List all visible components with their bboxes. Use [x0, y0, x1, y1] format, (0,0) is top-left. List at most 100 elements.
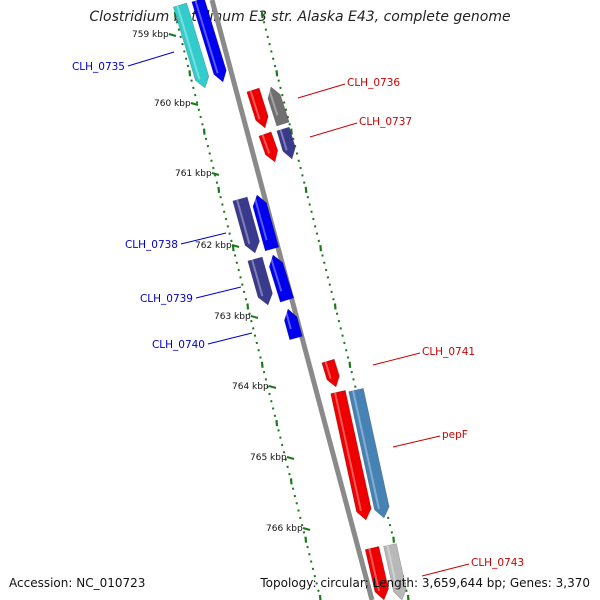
inner-tick: [186, 64, 190, 68]
outer-tick: [388, 523, 392, 527]
scale-tick: [168, 33, 177, 37]
inner-tick: [246, 303, 250, 310]
inner-tick: [304, 536, 308, 543]
inner-tick: [255, 341, 259, 345]
inner-tick: [192, 86, 195, 90]
gene-arrow-clh0743: [364, 546, 389, 600]
inner-tick: [221, 203, 224, 206]
outer-tick: [295, 152, 299, 155]
inner-tick: [250, 319, 253, 323]
outer-tick: [262, 21, 266, 24]
gene-leader-line: [421, 563, 470, 577]
outer-tick: [343, 341, 346, 345]
inner-tick: [306, 545, 309, 549]
inner-tick: [204, 137, 208, 141]
gene-leader-line: [392, 435, 441, 448]
gene-label: CLH_0743: [471, 557, 524, 569]
inner-tick: [212, 166, 215, 170]
gene-arrow-clh0737: [258, 131, 279, 163]
gene-arrow-pepf-highlight: [334, 392, 362, 512]
scale-label: 763 kbp: [214, 312, 251, 322]
gene-label: CLH_0738: [125, 239, 178, 251]
gene-arrow-clh0736: [246, 87, 269, 129]
outer-tick: [352, 378, 355, 381]
gene-arrow-clh0741: [321, 358, 340, 388]
gene-label: CLH_0739: [140, 293, 193, 305]
outer-tick: [406, 594, 410, 600]
scale-label: 761 kbp: [175, 169, 212, 179]
inner-tick: [297, 509, 300, 512]
outer-tick: [350, 370, 353, 374]
gene-arrow-blue-b: [252, 194, 280, 252]
inner-tick: [260, 361, 264, 368]
inner-tick-track: [173, 11, 322, 600]
scale-labels: 759 kbp 760 kbp 761 kbp 762 kbp 763 kbp 764 k…: [132, 30, 311, 534]
outer-tick: [297, 159, 300, 162]
outer-tick: [260, 11, 264, 19]
inner-tick: [257, 348, 260, 352]
inner-tick: [208, 152, 211, 155]
outer-tick: [303, 181, 306, 184]
outer-tick: [344, 348, 348, 352]
outer-tick: [354, 385, 357, 388]
outer-tick: [292, 137, 295, 141]
inner-tick: [309, 560, 313, 563]
inner-tick: [215, 181, 219, 184]
outer-tick: [328, 283, 331, 286]
inner-tick: [199, 115, 202, 119]
inner-tick: [295, 502, 298, 505]
inner-tick: [219, 195, 222, 199]
inner-tick: [308, 553, 311, 556]
inner-tick: [184, 57, 188, 60]
inner-tick: [284, 458, 288, 461]
inner-tick: [279, 436, 282, 439]
outer-tick: [306, 195, 310, 199]
inner-tick: [282, 451, 286, 454]
outer-tick: [293, 144, 297, 148]
inner-tick: [181, 42, 184, 46]
scale-tick: [211, 172, 220, 176]
outer-tick: [323, 261, 326, 265]
inner-tick: [264, 378, 268, 381]
outer-tick: [282, 101, 286, 104]
gene-leader-line: [195, 286, 242, 299]
inner-tick: [177, 28, 181, 31]
outer-tick: [333, 303, 337, 310]
outer-tick: [332, 297, 335, 301]
inner-tick: [311, 567, 315, 571]
gene-arrow-steel: [348, 388, 390, 519]
gene-label: CLH_0735: [72, 61, 125, 73]
outer-tick: [270, 50, 273, 53]
gene-leader-line: [297, 83, 346, 99]
gene-arrow-pepf: [330, 390, 372, 521]
gene-arrow-clh0743-highlight: [368, 548, 380, 592]
inner-tick: [268, 392, 271, 396]
gene-leader-line: [127, 51, 175, 67]
scale-label: 764 kbp: [232, 382, 269, 392]
gene-arrow-clh0739: [247, 256, 273, 306]
inner-tick: [242, 290, 246, 294]
outer-tick: [290, 128, 293, 135]
outer-tick: [284, 108, 288, 111]
outer-tick: [324, 268, 328, 272]
inner-tick: [288, 472, 291, 476]
inner-tick: [237, 268, 240, 272]
inner-tick: [286, 465, 289, 469]
gene-leader-line: [207, 332, 253, 345]
inner-tick: [293, 494, 297, 498]
outer-tick: [390, 531, 394, 534]
gene-arrow-lightgrey: [383, 543, 407, 600]
inner-tick: [226, 225, 230, 228]
inner-tick: [175, 21, 179, 24]
outer-tick: [277, 79, 280, 82]
inner-tick: [318, 594, 322, 600]
inner-tick: [183, 50, 186, 53]
gene-arrow-blue-c-highlight: [269, 255, 283, 292]
inner-tick: [266, 385, 269, 388]
gene-arrow-clh0740: [284, 308, 303, 341]
accession-text: Accession: NC_010723: [9, 576, 146, 590]
gene-arrow-clh0736-highlight: [249, 90, 261, 120]
outer-tick: [319, 245, 322, 252]
inner-tick: [201, 123, 204, 126]
gene-arrow-cyan: [172, 2, 210, 89]
